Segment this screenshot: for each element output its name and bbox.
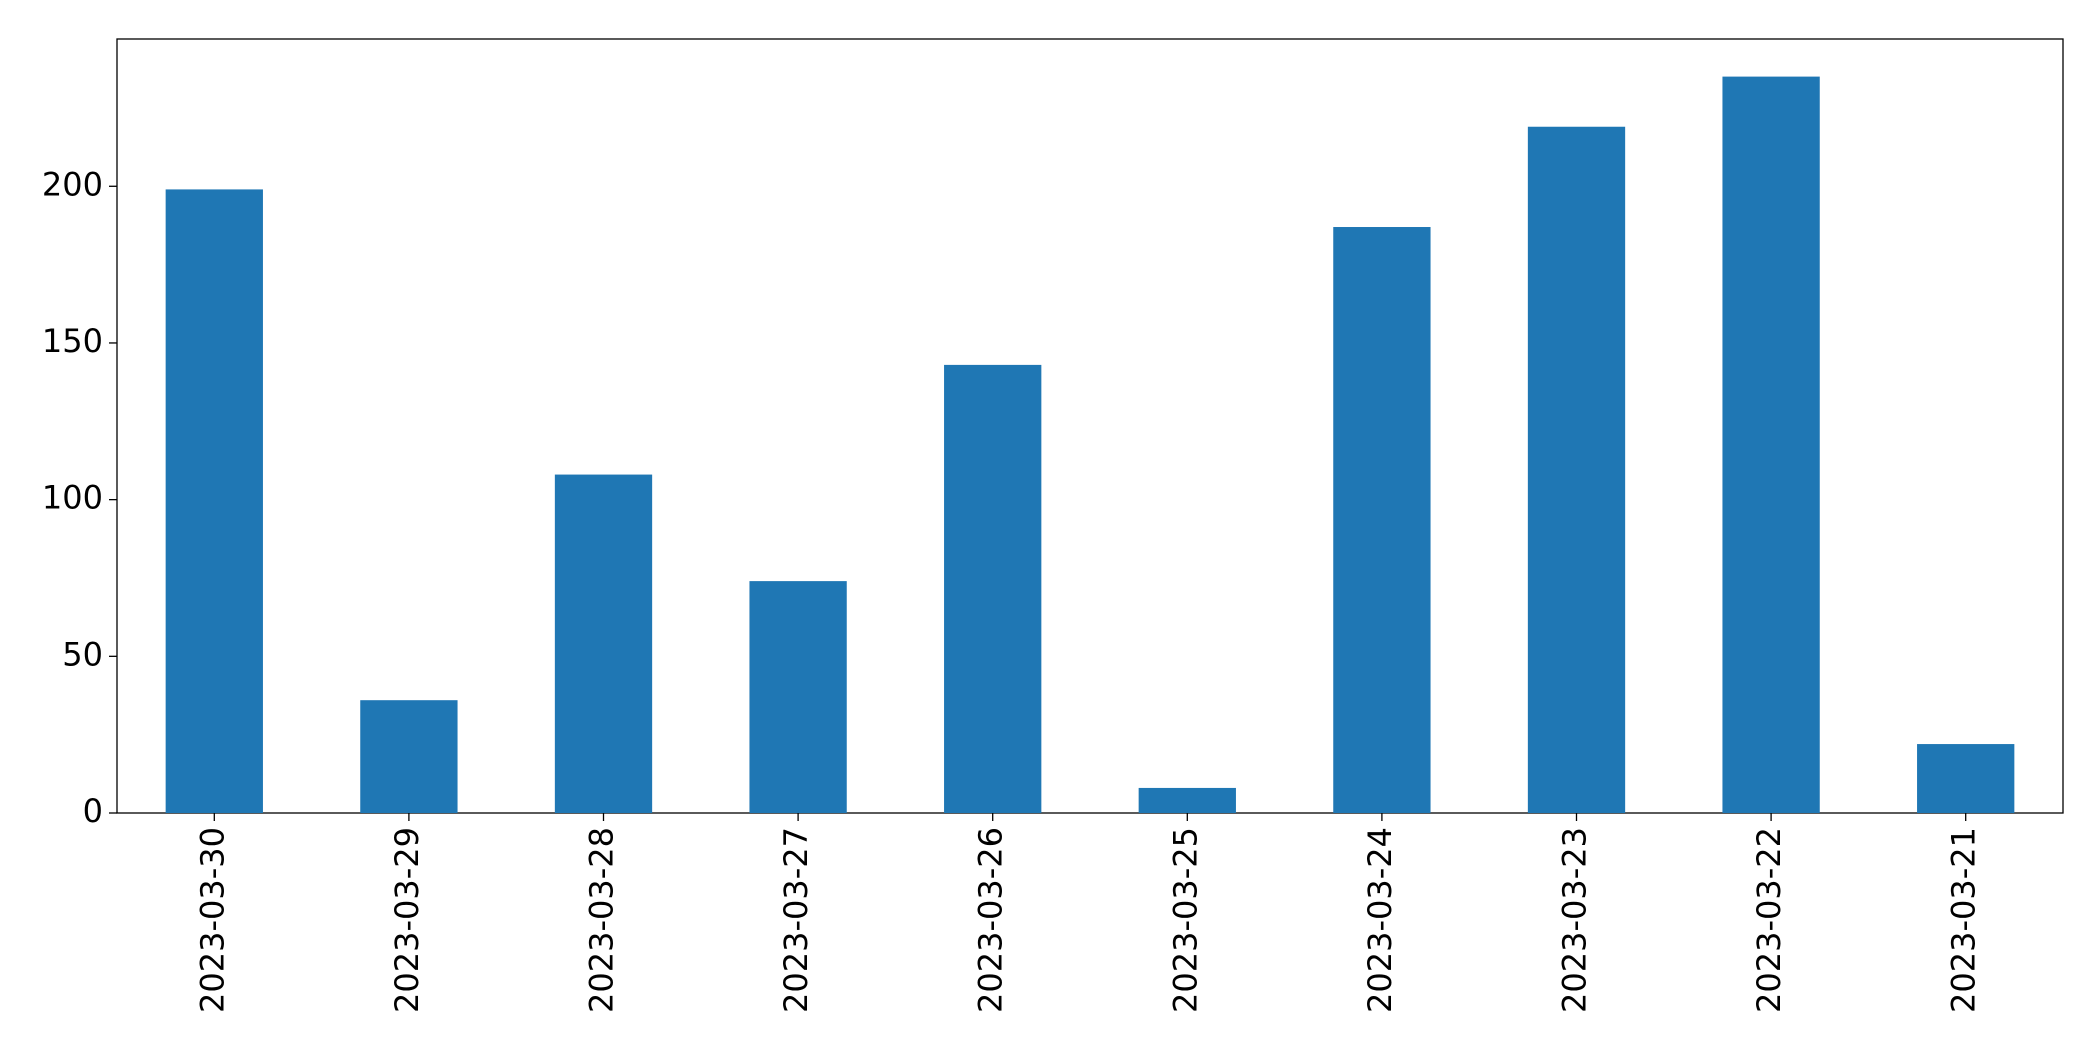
bar (1917, 744, 2015, 813)
bar (1333, 227, 1431, 814)
x-tick-label: 2023-03-27 (777, 827, 815, 1013)
x-tick-label: 2023-03-24 (1361, 827, 1399, 1013)
plot-frame (116, 38, 2064, 814)
x-tick-label: 2023-03-30 (193, 827, 231, 1013)
y-tick-label: 150 (42, 322, 103, 360)
x-tick-label: 2023-03-26 (972, 827, 1010, 1013)
bar (554, 474, 653, 813)
y-tick-label: 0 (83, 792, 103, 830)
bar (165, 189, 263, 813)
bar (1527, 126, 1626, 813)
bar (1722, 76, 1820, 813)
y-tick-label: 50 (62, 635, 103, 673)
x-tick-label: 2023-03-22 (1750, 827, 1788, 1013)
bar (360, 700, 458, 813)
x-tick-label: 2023-03-29 (388, 827, 426, 1013)
bar (944, 364, 1042, 813)
y-tick-label: 200 (42, 165, 103, 203)
x-tick-label: 2023-03-28 (583, 827, 621, 1013)
y-tick-label: 100 (42, 479, 103, 517)
bar (749, 581, 847, 813)
x-tick-label: 2023-03-25 (1166, 827, 1204, 1013)
bar (1138, 787, 1236, 813)
x-tick-label: 2023-03-23 (1556, 827, 1594, 1013)
x-tick-label: 2023-03-21 (1945, 827, 1983, 1013)
